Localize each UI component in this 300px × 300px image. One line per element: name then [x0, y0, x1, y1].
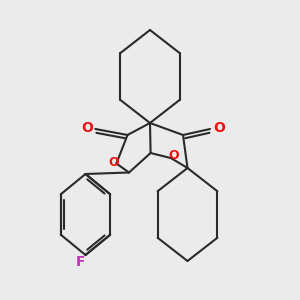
Text: O: O — [169, 149, 179, 162]
Text: F: F — [75, 256, 85, 269]
Text: O: O — [81, 121, 93, 134]
Text: O: O — [108, 155, 119, 169]
Text: O: O — [213, 121, 225, 134]
